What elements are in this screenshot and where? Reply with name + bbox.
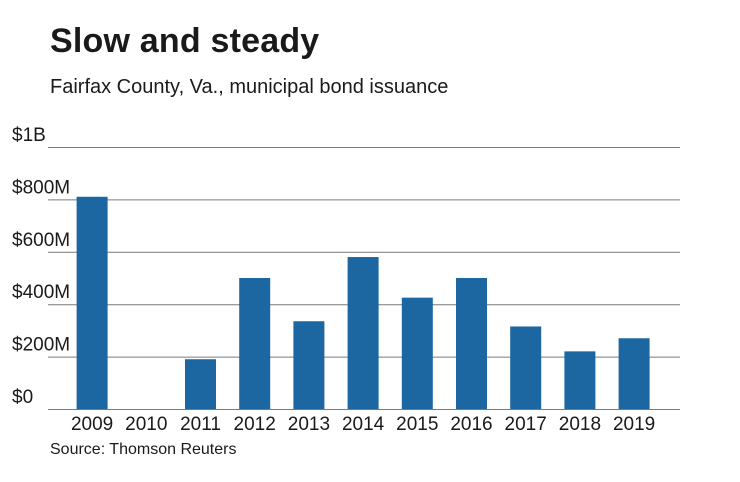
bar-2012 (239, 278, 271, 409)
chart-subtitle: Fairfax County, Va., municipal bond issu… (50, 76, 449, 98)
x-tick-label-2014: 2014 (342, 414, 385, 435)
x-tick-label-2009: 2009 (71, 414, 113, 435)
bar-2017 (510, 326, 542, 409)
chart-title: Slow and steady (50, 22, 320, 60)
x-tick-label-2012: 2012 (234, 414, 276, 435)
x-tick-label-2013: 2013 (288, 414, 330, 435)
x-tick-label-2015: 2015 (396, 414, 438, 435)
x-tick-label-2017: 2017 (505, 414, 547, 435)
bar-2013 (293, 321, 325, 409)
y-tick-label: $800M (12, 177, 70, 198)
source-note: Source: Thomson Reuters (50, 441, 237, 458)
bar-layer (76, 196, 650, 409)
x-tick-labels: 2009 2010 2011 2012 2013 2014 2015 2016 2017 2018… (71, 414, 655, 435)
x-tick-label-2018: 2018 (559, 414, 601, 435)
x-tick-label-2019: 2019 (613, 414, 655, 435)
y-tick-label: $600M (12, 230, 70, 251)
y-tick-labels: $0 $200M $400M $600M $800M $1B (12, 125, 70, 408)
x-tick-label-2011: 2011 (180, 414, 221, 435)
bar-2014 (347, 257, 379, 409)
bar-2011 (185, 359, 216, 409)
bar-2016 (456, 278, 487, 409)
y-tick-label: $400M (12, 282, 70, 303)
bar-2019 (618, 338, 650, 409)
bar-2015 (401, 297, 433, 409)
x-tick-label-2016: 2016 (450, 414, 492, 435)
bar-2018 (564, 351, 596, 409)
x-tick-label-2010: 2010 (125, 414, 167, 435)
y-tick-label: $1B (12, 125, 46, 146)
bar-2009 (76, 196, 108, 409)
y-tick-label: $0 (12, 387, 33, 408)
y-tick-label: $200M (12, 335, 70, 356)
